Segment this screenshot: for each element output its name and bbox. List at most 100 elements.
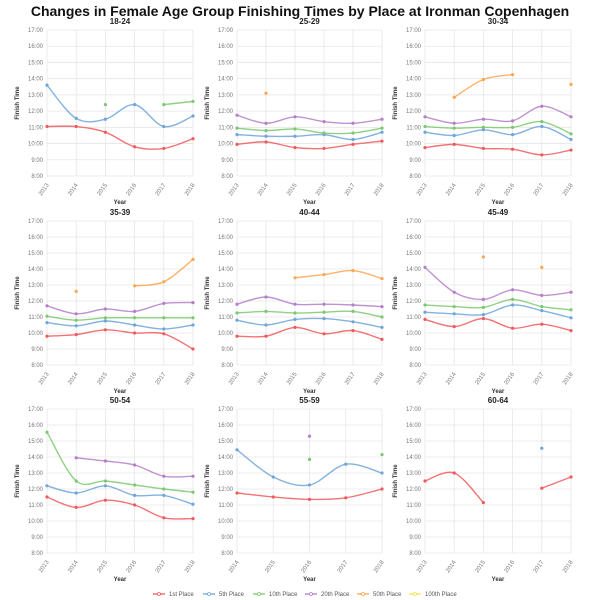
- data-point: [481, 305, 485, 309]
- data-point: [452, 290, 456, 294]
- x-tick-label: 2017: [155, 559, 168, 574]
- x-tick-label: 2015: [474, 371, 487, 386]
- data-point: [481, 128, 485, 132]
- data-point: [45, 124, 49, 129]
- x-tick-label: 2013: [228, 371, 241, 386]
- data-point: [235, 113, 239, 117]
- x-axis-label: Year: [492, 577, 505, 583]
- y-tick-label: 15:00: [28, 439, 44, 445]
- x-tick-label: 2017: [344, 182, 357, 197]
- x-tick-label: 2013: [38, 371, 51, 386]
- data-point: [74, 505, 78, 509]
- data-point: [191, 474, 195, 478]
- legend-item: 100th Place: [409, 592, 457, 598]
- series-line-10th-place: [46, 315, 193, 321]
- x-tick-label: 2016: [315, 182, 328, 197]
- data-point: [423, 265, 427, 269]
- x-tick-label: 2014: [67, 182, 80, 197]
- data-point: [133, 483, 137, 487]
- panel-25-29: 8:00 9:00 10:00 11:00 12:00 13:00 14:00 15:00 16…: [205, 17, 386, 206]
- data-point: [293, 325, 297, 329]
- y-tick-label: 13:00: [406, 93, 422, 99]
- y-tick-label: 15:00: [218, 60, 234, 66]
- data-point: [351, 142, 355, 146]
- y-tick-label: 17:00: [406, 407, 422, 413]
- legend-item: 50th Place: [357, 592, 402, 598]
- data-point: [191, 347, 195, 351]
- legend-item: 10th Place: [253, 592, 298, 598]
- y-tick-label: 10:00: [28, 331, 44, 337]
- data-point: [103, 484, 107, 488]
- x-tick-label: 2013: [38, 182, 51, 197]
- y-tick-label: 13:00: [406, 471, 422, 477]
- data-point: [351, 131, 355, 135]
- y-tick-label: 8:00: [409, 551, 421, 557]
- x-axis-label: Year: [114, 389, 127, 395]
- data-point: [133, 331, 137, 335]
- y-tick-label: 9:00: [221, 158, 233, 164]
- x-tick-label: 2015: [286, 371, 299, 386]
- y-tick-label: 10:00: [28, 142, 44, 148]
- x-tick-label: 2017: [155, 371, 168, 386]
- data-point: [191, 517, 195, 521]
- data-point: [569, 82, 573, 86]
- data-point: [380, 305, 384, 309]
- data-point: [45, 83, 49, 87]
- series-line-10th-place: [424, 120, 572, 135]
- y-tick-label: 8:00: [221, 363, 233, 369]
- data-point: [45, 321, 49, 325]
- data-point: [481, 77, 485, 82]
- data-point: [351, 303, 355, 307]
- data-point: [162, 103, 166, 107]
- data-point: [452, 95, 456, 99]
- data-point: [452, 142, 456, 146]
- data-point: [322, 302, 326, 306]
- data-point: [264, 309, 268, 313]
- x-axis-label: Year: [303, 389, 316, 395]
- data-point: [162, 146, 166, 151]
- x-tick-label: 2013: [228, 182, 241, 197]
- panel-title: 45-49: [488, 208, 509, 217]
- legend-item: 5th Place: [203, 592, 245, 598]
- data-point: [452, 121, 456, 125]
- y-tick-label: 11:00: [406, 315, 421, 321]
- data-point: [540, 322, 544, 326]
- data-point: [307, 483, 312, 487]
- data-point: [569, 132, 573, 136]
- data-point: [481, 125, 485, 129]
- data-point: [162, 124, 166, 129]
- data-point: [481, 255, 485, 259]
- series-line-1st-place: [541, 476, 572, 489]
- y-tick-label: 13:00: [218, 93, 234, 99]
- x-tick-label: 2015: [474, 559, 487, 574]
- data-point: [74, 289, 78, 293]
- data-point: [510, 297, 515, 301]
- data-point: [380, 315, 384, 319]
- y-axis-label: Finish Time: [205, 464, 211, 498]
- data-point: [423, 146, 427, 150]
- x-tick-label: 2013: [416, 559, 429, 574]
- data-point: [423, 130, 427, 134]
- legend-marker: [157, 592, 161, 596]
- data-point: [351, 309, 355, 313]
- series-line-1st-place: [424, 317, 572, 332]
- x-tick-label: 2015: [474, 182, 487, 197]
- y-tick-label: 12:00: [406, 299, 422, 305]
- x-axis-label: Year: [114, 200, 127, 206]
- panel-45-49: 8:00 9:00 10:00 11:00 12:00 13:00 14:00 15:00 16…: [393, 208, 575, 395]
- x-tick-label: 2016: [504, 371, 517, 386]
- y-tick-label: 16:00: [406, 235, 422, 241]
- data-point: [569, 475, 573, 479]
- y-tick-label: 10:00: [218, 331, 234, 337]
- y-tick-label: 13:00: [28, 471, 44, 477]
- legend-marker: [309, 592, 313, 596]
- y-tick-label: 15:00: [218, 439, 234, 445]
- data-point: [103, 307, 107, 311]
- data-point: [235, 334, 239, 338]
- y-tick-label: 15:00: [28, 60, 44, 66]
- x-tick-label: 2018: [562, 559, 575, 574]
- data-point: [481, 117, 485, 121]
- x-tick-label: 2018: [373, 182, 386, 197]
- x-tick-label: 2015: [264, 559, 277, 574]
